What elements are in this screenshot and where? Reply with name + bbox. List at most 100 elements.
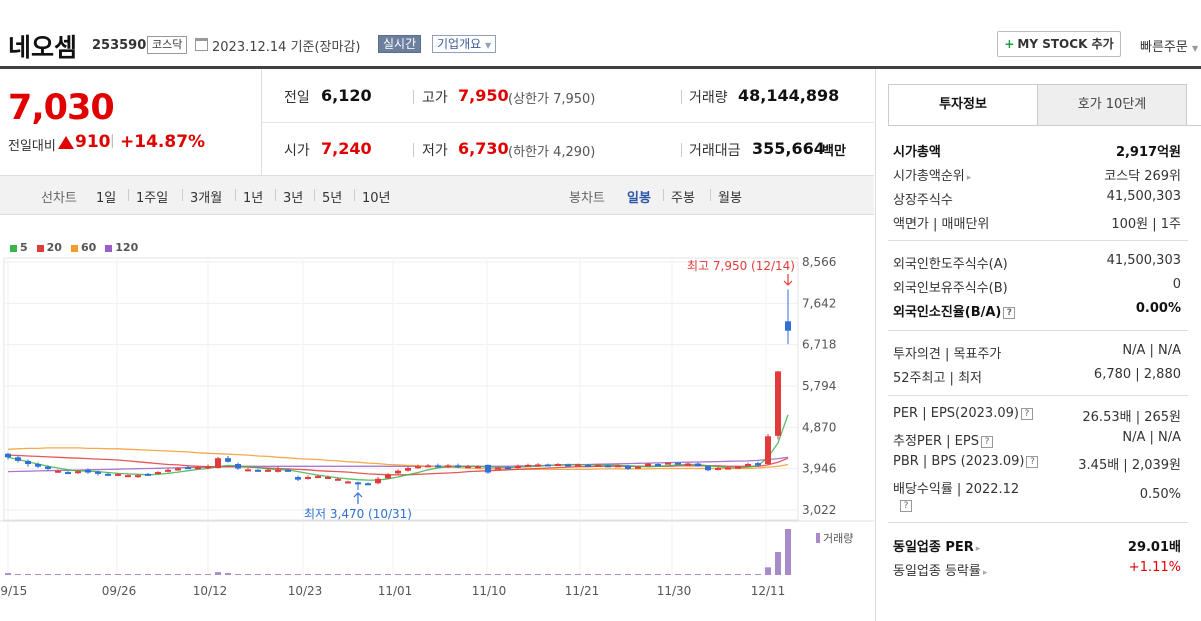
legend-item-ma20[interactable]: 20 — [36, 241, 62, 254]
chevron-right-icon[interactable]: ▸ — [975, 544, 981, 554]
candle-body — [215, 458, 221, 469]
info-key: 외국인보유주식수(B) — [893, 277, 1008, 296]
period-7[interactable]: 10년 — [362, 191, 391, 206]
info-row: 외국인소진율(B/A)? 0.00% — [893, 298, 1181, 320]
info-key-text: PER | EPS(2023.09) — [893, 406, 1019, 421]
candle-body — [435, 465, 441, 468]
info-value: N/A | N/A — [1122, 343, 1181, 358]
help-icon[interactable]: ? — [1026, 455, 1039, 468]
volume-bar — [225, 573, 231, 575]
separator — [128, 189, 129, 201]
quick-order-button[interactable]: 빠른주문 ▼ — [1140, 36, 1198, 55]
candle-body — [485, 464, 491, 473]
candle-body — [205, 466, 211, 469]
legend-item-ma5[interactable]: 5 — [10, 241, 28, 254]
info-key: 추정PER | EPS? — [893, 430, 993, 449]
period-1[interactable]: 1일 — [96, 191, 117, 206]
volume-bar — [335, 574, 341, 575]
candle-period-2[interactable]: 주봉 — [671, 191, 695, 206]
candle-body — [365, 483, 371, 486]
info-value: 0 — [1172, 277, 1181, 292]
period-5[interactable]: 3년 — [283, 191, 304, 206]
candle-period-1[interactable]: 일봉 — [627, 191, 651, 206]
info-key-text: PBR | BPS (2023.09) — [893, 454, 1025, 469]
legend-item-ma120[interactable]: 120 — [105, 241, 138, 254]
volume-bar — [85, 574, 91, 575]
high-value: 7,950 — [458, 86, 509, 105]
separator — [413, 90, 414, 104]
chevron-right-icon[interactable]: ▸ — [982, 568, 988, 578]
y-tick-label: 3,022 — [802, 503, 836, 517]
help-icon[interactable]: ? — [1020, 407, 1033, 420]
candle-body — [645, 463, 651, 467]
info-key-text: 동일업종 등락률 — [893, 564, 981, 579]
volume-bar — [575, 574, 581, 575]
candle-body — [385, 474, 391, 479]
candle-body — [245, 469, 251, 472]
price-plot-frame — [3, 257, 799, 521]
period-2[interactable]: 1주일 — [136, 191, 169, 206]
info-row: 상장주식수 41,500,303 — [893, 186, 1181, 208]
candle-body — [305, 476, 311, 479]
volume-bar — [455, 574, 461, 575]
candle-body — [565, 464, 571, 467]
candle-body — [425, 465, 431, 468]
info-key: 52주최고 | 최저 — [893, 367, 982, 386]
header-divider — [0, 66, 1201, 69]
open-label: 시가 — [284, 143, 310, 159]
section-divider — [888, 522, 1188, 523]
company-info-button[interactable]: 기업개요 ▼ — [432, 35, 497, 53]
volume-bar — [305, 574, 311, 575]
y-tick-label: 8,566 — [802, 255, 836, 269]
legend-item-ma60[interactable]: 60 — [70, 241, 96, 254]
volume-bar — [255, 574, 261, 575]
volume-bar — [345, 574, 351, 575]
volume-bar — [55, 574, 61, 575]
market-badge: 코스닥 — [147, 36, 188, 54]
info-key: PER | EPS(2023.09)? — [893, 406, 1033, 421]
help-icon[interactable]: ? — [1003, 306, 1016, 319]
price-chart[interactable]: 8,566 7,642 6,718 5,794 4,870 3,946 3,022 09/15… — [0, 230, 874, 600]
candle-body — [775, 371, 781, 436]
chevron-right-icon[interactable]: ▸ — [966, 173, 972, 183]
upper-limit: (상한가 7,950) — [508, 92, 596, 107]
candle-body — [465, 466, 471, 469]
volume-bar — [565, 574, 571, 575]
legend-swatch — [105, 244, 113, 252]
tab-invest-info[interactable]: 투자정보 — [888, 84, 1038, 126]
help-icon[interactable]: ? — [900, 500, 912, 512]
tab-orderbook[interactable]: 호가 10단계 — [1037, 84, 1187, 126]
volume-bar — [375, 574, 381, 575]
volume-bar — [35, 574, 41, 575]
candle-body — [235, 464, 241, 469]
info-key: 시가총액순위 ▸ — [893, 165, 971, 184]
candle-body — [475, 466, 481, 469]
volume-bar — [625, 574, 631, 575]
open-value: 7,240 — [321, 139, 372, 158]
volume-legend-swatch — [816, 533, 820, 543]
help-icon[interactable]: ? — [980, 435, 993, 448]
info-row: 외국인보유주식수(B) 0 — [893, 274, 1181, 296]
add-mystock-button[interactable]: + MY STOCK 추가 — [997, 31, 1121, 57]
candle-body — [575, 464, 581, 467]
up-arrow-icon — [353, 492, 363, 504]
info-value: 26.53배 | 265원 — [1082, 410, 1181, 425]
change-label: 전일대비 — [8, 139, 56, 154]
period-4[interactable]: 1년 — [243, 191, 264, 206]
info-key-text: 52주최고 | 최저 — [893, 371, 982, 386]
volume-bar — [415, 574, 421, 575]
period-3[interactable]: 3개월 — [190, 191, 223, 206]
period-6[interactable]: 5년 — [322, 191, 343, 206]
candle-body — [635, 466, 641, 469]
volume-bar — [15, 574, 21, 575]
candle-body — [415, 466, 421, 469]
volume-bar — [185, 574, 191, 575]
info-value: +1.11% — [1128, 560, 1181, 575]
legend-label: 20 — [46, 241, 62, 254]
info-row: 동일업종 PER ▸ 29.01배 — [893, 533, 1181, 555]
candle-period-3[interactable]: 월봉 — [718, 191, 742, 206]
low-label: 저가 — [422, 143, 448, 159]
section-divider — [888, 395, 1188, 396]
realtime-button[interactable]: 실시간 — [378, 35, 422, 53]
y-tick-label: 4,870 — [802, 420, 836, 434]
